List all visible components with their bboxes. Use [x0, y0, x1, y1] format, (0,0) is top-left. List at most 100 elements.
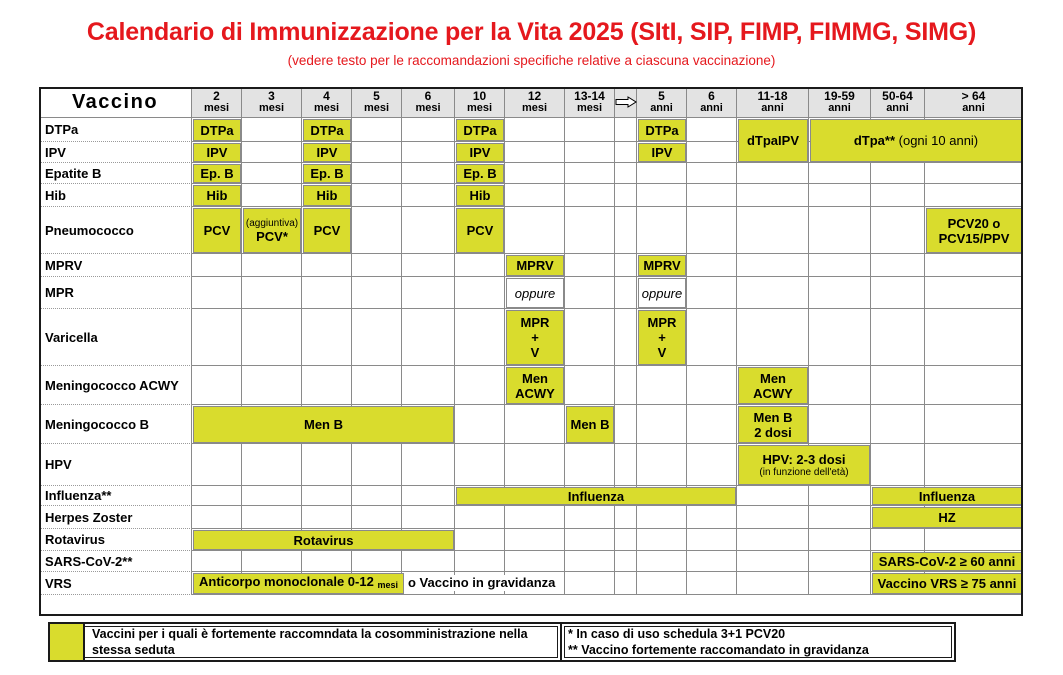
- ipv-dose: IPV: [193, 143, 241, 162]
- grid-cell: [615, 163, 637, 184]
- grid-cell: [871, 254, 925, 277]
- grid-cell: [242, 551, 302, 572]
- grid-cell: [455, 529, 505, 551]
- grid-cell: [809, 163, 871, 184]
- grid-cell: [871, 184, 925, 207]
- grid-cell: [455, 254, 505, 277]
- vaccine-name-label: Pneumococco: [45, 222, 134, 238]
- grid-cell: [615, 309, 637, 366]
- grid-cell: [302, 366, 352, 405]
- grid-cell: [352, 506, 402, 529]
- menb-2dosi-label: 2 dosi: [754, 424, 792, 440]
- grid-cell: [687, 277, 737, 309]
- mpr-label: MPR: [520, 315, 550, 330]
- grid-cell: [505, 529, 565, 551]
- grid-cell: [242, 184, 302, 207]
- grid-cell: [402, 163, 455, 184]
- grid-cell: [615, 572, 637, 595]
- pcv-aggiuntiva-dose: (aggiuntiva) PCV*: [243, 208, 301, 253]
- grid-cell: [505, 207, 565, 254]
- vaccine-name: DTPa: [39, 118, 192, 142]
- grid-cell: [615, 184, 637, 207]
- pcv-label: PCV: [203, 223, 231, 238]
- grid-cell: [242, 366, 302, 405]
- grid-cell: [402, 142, 455, 163]
- grid-cell: [737, 277, 809, 309]
- grid-cell: [352, 366, 402, 405]
- grid-cell: [402, 444, 455, 486]
- grid-cell: [192, 486, 242, 506]
- grid-cell: [615, 207, 637, 254]
- age-column-header: > 64 anni: [925, 87, 1023, 118]
- grid-cell: [192, 277, 242, 309]
- menb-dose: Men B: [193, 406, 454, 443]
- grid-cell: [455, 366, 505, 405]
- legend-note-pcv: * In caso di uso schedula 3+1 PCV20: [568, 627, 786, 641]
- grid-cell: [455, 309, 505, 366]
- vaccine-name-label: HPV: [45, 457, 72, 472]
- vaccine-name-label: Herpes Zoster: [45, 509, 133, 525]
- age-unit: mesi: [203, 102, 230, 114]
- grid-cell: [687, 309, 737, 366]
- grid-cell: [737, 207, 809, 254]
- grid-cell: [505, 142, 565, 163]
- ipv-label: IPV: [316, 145, 338, 160]
- vrs-anticorpo-unit: mesi: [377, 580, 398, 590]
- grid-cell: [687, 444, 737, 486]
- dtpa-label: DTPa: [310, 122, 344, 138]
- grid-cell: [615, 277, 637, 309]
- age-value: 2: [213, 89, 220, 103]
- grid-cell: [352, 551, 402, 572]
- grid-cell: [565, 572, 615, 595]
- grid-cell: [565, 444, 615, 486]
- grid-cell: [565, 551, 615, 572]
- mpr-v-dose: MPR + V: [638, 310, 686, 365]
- vrs-gravidanza-label: o Vaccino in gravidanza: [408, 575, 560, 591]
- age-unit: anni: [886, 102, 909, 114]
- influenza-pediatric: Influenza: [456, 487, 736, 505]
- mprv-dose: MPRV: [506, 255, 564, 276]
- pcv-dose: PCV: [303, 208, 351, 253]
- acwy-label: ACWY: [515, 385, 555, 401]
- grid-cell: [192, 254, 242, 277]
- page-title: Calendario di Immunizzazione per la Vita…: [86, 18, 977, 46]
- grid-cell: [192, 551, 242, 572]
- pcv-label: PCV: [313, 223, 341, 238]
- grid-cell: [925, 529, 1023, 551]
- grid-cell: [737, 254, 809, 277]
- grid-cell: [505, 163, 565, 184]
- vaccine-name-label: Influenza**: [45, 488, 112, 503]
- grid-cell: [809, 277, 871, 309]
- age-unit: mesi: [576, 102, 603, 114]
- grid-cell: [402, 118, 455, 142]
- vaccine-name: Herpes Zoster: [39, 506, 192, 529]
- vaccine-name-label: Epatite B: [45, 165, 102, 181]
- vaccine-name: HPV: [39, 444, 192, 486]
- pcv-dose: PCV: [193, 208, 241, 253]
- age-column-header: 6 mesi: [402, 87, 455, 118]
- rotavirus-label: Rotavirus: [293, 532, 354, 548]
- grid-cell: [871, 529, 925, 551]
- men-label: Men: [522, 370, 548, 386]
- age-unit: mesi: [415, 102, 441, 114]
- grid-cell: [687, 118, 737, 142]
- dtpa-adult-dose: dTpa** (ogni 10 anni): [810, 119, 1022, 162]
- grid-cell: [402, 254, 455, 277]
- ipv-label: IPV: [469, 145, 491, 160]
- hz-label: HZ: [938, 510, 956, 525]
- grid-cell: [925, 366, 1023, 405]
- vaccine-name-label: Hib: [45, 187, 66, 203]
- vaccine-name-label: MPRV: [45, 257, 83, 273]
- grid-cell: [925, 277, 1023, 309]
- age-value: 3: [268, 89, 275, 103]
- age-column-header: 12 mesi: [505, 87, 565, 118]
- age-column-header: 50-64 anni: [871, 87, 925, 118]
- grid-cell: [809, 207, 871, 254]
- grid-cell: [352, 254, 402, 277]
- age-unit: anni: [761, 102, 784, 114]
- hib-dose: Hib: [193, 185, 241, 206]
- grid-cell: [402, 309, 455, 366]
- menb-dose: Men B: [566, 406, 614, 443]
- vaccine-name-label: IPV: [45, 144, 66, 160]
